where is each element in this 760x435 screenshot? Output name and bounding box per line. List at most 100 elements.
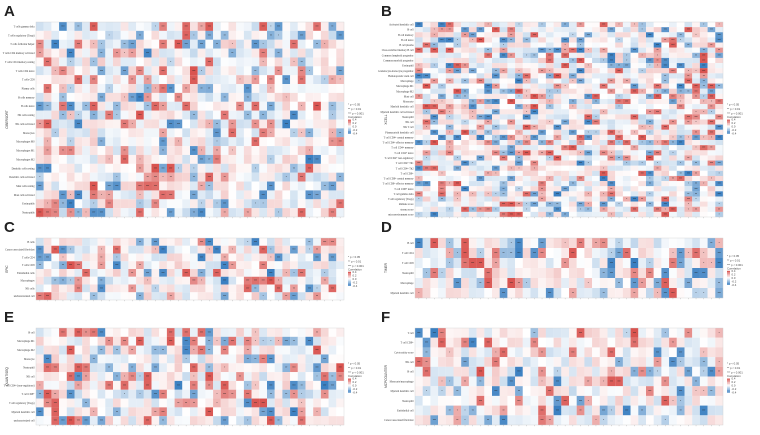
heatmap-cell bbox=[415, 124, 423, 130]
significance-mark: *** bbox=[185, 339, 188, 343]
significance-mark: *** bbox=[277, 24, 280, 28]
heatmap-cell bbox=[166, 190, 175, 200]
significance-mark: * bbox=[270, 86, 271, 90]
heatmap-border bbox=[35, 21, 345, 218]
heatmap-cell bbox=[422, 88, 431, 94]
heatmap-cell bbox=[105, 137, 114, 147]
significance-mark: * bbox=[472, 115, 473, 119]
heatmap-cell bbox=[676, 47, 685, 53]
heatmap-cell bbox=[653, 170, 662, 176]
heatmap-cell bbox=[468, 170, 477, 176]
heatmap-cell bbox=[305, 22, 314, 31]
heatmap-cell bbox=[205, 416, 214, 426]
heatmap-cell bbox=[676, 73, 685, 79]
significance-mark: * bbox=[70, 193, 71, 197]
heatmap-cell bbox=[120, 261, 129, 270]
legend-tick: 0.0 bbox=[732, 276, 736, 280]
heatmap-cell bbox=[59, 172, 67, 182]
row-label: B cell memory bbox=[398, 34, 414, 37]
heatmap-cell bbox=[630, 47, 639, 53]
heatmap-cell bbox=[205, 407, 214, 417]
heatmap-cell bbox=[113, 354, 121, 364]
heatmap-cell bbox=[553, 68, 562, 74]
heatmap-cell bbox=[492, 258, 500, 269]
significance-mark: *** bbox=[246, 401, 249, 405]
heatmap-cell bbox=[476, 175, 485, 182]
heatmap-cell bbox=[143, 101, 152, 111]
heatmap-cell bbox=[205, 146, 214, 156]
heatmap-cell bbox=[228, 253, 237, 262]
heatmap-cell bbox=[105, 292, 114, 301]
significance-mark: * bbox=[155, 24, 156, 28]
heatmap-cell bbox=[297, 110, 306, 120]
heatmap-cell bbox=[430, 37, 439, 43]
heatmap-cell bbox=[638, 98, 647, 105]
heatmap-cell bbox=[615, 88, 623, 94]
heatmap-cell bbox=[684, 42, 693, 48]
significance-mark: ** bbox=[201, 24, 203, 28]
heatmap-cell bbox=[653, 32, 662, 38]
heatmap-cell bbox=[669, 140, 677, 146]
significance-mark: * bbox=[449, 130, 450, 134]
heatmap-cell bbox=[174, 380, 183, 390]
heatmap-cell bbox=[174, 22, 183, 31]
heatmap-cell bbox=[538, 201, 546, 207]
heatmap-cell bbox=[197, 75, 206, 85]
significance-mark: *** bbox=[687, 281, 690, 285]
heatmap-cell bbox=[274, 181, 283, 191]
heatmap-cell bbox=[159, 128, 167, 138]
significance-mark: ** bbox=[331, 78, 333, 82]
heatmap-cell bbox=[699, 278, 708, 289]
row-label: microenvironment score bbox=[388, 213, 414, 216]
legend-swatch bbox=[348, 379, 351, 381]
heatmap-cell bbox=[699, 206, 708, 212]
heatmap-cell bbox=[530, 186, 539, 192]
heatmap-cell bbox=[476, 37, 485, 43]
heatmap-cell bbox=[630, 88, 639, 94]
heatmap-cell bbox=[159, 345, 167, 355]
heatmap-cell bbox=[484, 88, 493, 94]
heatmap-cell bbox=[182, 380, 191, 390]
heatmap-cell bbox=[159, 92, 167, 102]
heatmap-cell bbox=[661, 114, 670, 120]
significance-mark: * bbox=[719, 23, 720, 27]
heatmap-cell bbox=[415, 201, 423, 207]
heatmap-cell bbox=[699, 186, 708, 192]
heatmap-cell bbox=[174, 372, 183, 381]
heatmap-cell bbox=[538, 83, 546, 89]
legend-swatch bbox=[727, 123, 730, 125]
heatmap-cell bbox=[699, 175, 708, 182]
heatmap-cell bbox=[576, 211, 585, 218]
significance-mark: ** bbox=[695, 192, 697, 196]
heatmap-cell bbox=[622, 124, 631, 130]
heatmap-cell bbox=[538, 22, 546, 28]
heatmap-cell bbox=[105, 398, 114, 408]
heatmap-cell bbox=[197, 380, 206, 390]
significance-mark: * bbox=[449, 146, 450, 150]
significance-mark: * bbox=[93, 202, 94, 206]
heatmap-cell bbox=[59, 354, 67, 364]
heatmap-cell bbox=[669, 201, 677, 207]
heatmap-cell bbox=[166, 137, 175, 147]
heatmap-cell bbox=[320, 66, 329, 76]
heatmap-cell bbox=[213, 84, 221, 93]
heatmap-cell bbox=[174, 119, 183, 129]
heatmap-cell bbox=[105, 372, 114, 381]
heatmap-cell bbox=[638, 175, 647, 182]
significance-mark: *** bbox=[502, 291, 505, 295]
heatmap-cell bbox=[638, 181, 647, 187]
significance-mark: ** bbox=[254, 286, 256, 290]
heatmap-cell bbox=[622, 63, 631, 69]
heatmap-cell bbox=[82, 380, 90, 390]
significance-mark: *** bbox=[541, 48, 544, 52]
significance-mark: *** bbox=[625, 100, 628, 104]
heatmap-cell bbox=[507, 328, 516, 338]
row-label: T cells regulatory (Tregs) bbox=[8, 34, 35, 37]
heatmap-cell bbox=[89, 30, 98, 40]
heatmap-cell bbox=[515, 165, 523, 171]
heatmap-cell bbox=[599, 201, 608, 207]
heatmap-cell bbox=[43, 416, 52, 426]
heatmap-cell bbox=[251, 372, 260, 381]
heatmap-cell bbox=[43, 336, 52, 346]
heatmap-cell bbox=[82, 328, 90, 337]
